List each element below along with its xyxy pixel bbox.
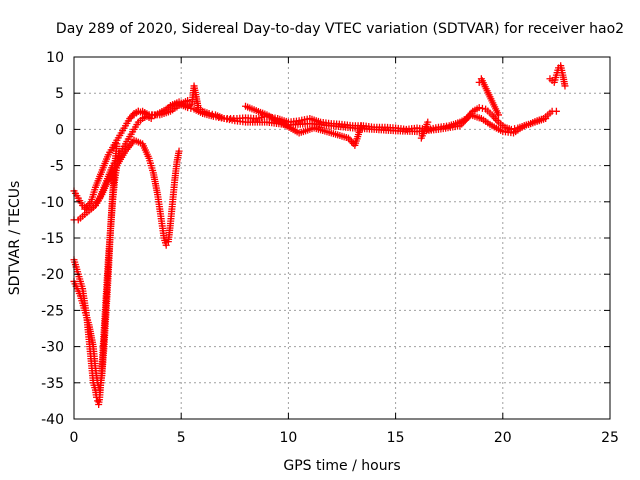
data-point: [552, 107, 560, 115]
data-point: [424, 118, 432, 126]
data-points: [70, 62, 569, 409]
x-axis-label: GPS time / hours: [283, 458, 400, 474]
x-tick-label: 0: [70, 430, 79, 446]
y-tick-labels: 10 5 0 -5 -10 -15 -20 -25 -30 -35 -40: [41, 50, 64, 428]
data-point: [175, 147, 183, 155]
chart-title: Day 289 of 2020, Sidereal Day-to-day VTE…: [56, 21, 624, 37]
data-point: [475, 104, 483, 112]
y-tick-label: -35: [41, 376, 64, 392]
y-tick-label: -20: [41, 267, 64, 283]
x-tick-label: 20: [494, 430, 512, 446]
y-tick-label: 0: [55, 122, 64, 138]
x-tick-labels: 0 5 10 15 20 25: [70, 430, 619, 446]
grid: [74, 57, 610, 419]
data-point: [542, 115, 550, 123]
x-tick-label: 10: [279, 430, 297, 446]
data-point: [187, 104, 195, 112]
x-tick-label: 5: [177, 430, 186, 446]
data-point: [162, 241, 170, 249]
y-tick-label: -10: [41, 195, 64, 211]
y-tick-label: -25: [41, 303, 64, 319]
x-tick-label: 25: [601, 430, 619, 446]
series: [70, 112, 155, 224]
y-tick-label: 10: [46, 50, 64, 66]
series: [70, 136, 183, 249]
data-point: [184, 104, 192, 112]
y-tick-label: -40: [41, 412, 64, 428]
series: [70, 140, 121, 394]
data-point: [357, 122, 365, 130]
axis-ticks: [73, 56, 611, 420]
y-axis-label: SDTVAR / TECUs: [7, 181, 23, 296]
y-tick-label: -15: [41, 231, 64, 247]
series: [242, 62, 569, 149]
data-point: [495, 111, 503, 119]
y-tick-label: -30: [41, 340, 64, 356]
y-tick-label: -5: [50, 159, 64, 175]
y-tick-label: 5: [55, 86, 64, 102]
data-point: [561, 82, 569, 90]
data-point: [478, 104, 486, 112]
x-tick-label: 15: [387, 430, 405, 446]
series: [130, 82, 560, 133]
